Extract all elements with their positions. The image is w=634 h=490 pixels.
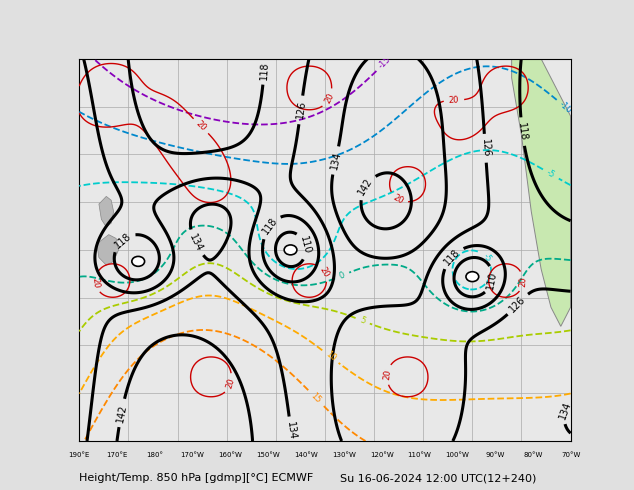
Text: 118: 118 bbox=[112, 230, 133, 250]
Text: -5: -5 bbox=[481, 252, 493, 264]
Text: 20: 20 bbox=[518, 276, 527, 287]
Text: 130°W: 130°W bbox=[332, 452, 356, 459]
Text: -15: -15 bbox=[377, 55, 392, 71]
Text: 118: 118 bbox=[261, 216, 280, 237]
Text: 134: 134 bbox=[329, 150, 342, 171]
Text: 120°W: 120°W bbox=[370, 452, 394, 459]
Circle shape bbox=[132, 256, 145, 267]
Text: 170°W: 170°W bbox=[181, 452, 205, 459]
Circle shape bbox=[466, 271, 479, 282]
Text: 118: 118 bbox=[259, 61, 269, 80]
Text: 20: 20 bbox=[323, 92, 335, 105]
Text: 70°W: 70°W bbox=[561, 452, 580, 459]
Text: 110: 110 bbox=[298, 235, 312, 256]
Text: 110: 110 bbox=[486, 270, 499, 290]
Text: 140°W: 140°W bbox=[294, 452, 318, 459]
Polygon shape bbox=[96, 235, 119, 265]
Text: 134: 134 bbox=[285, 421, 297, 441]
Text: 134: 134 bbox=[558, 400, 574, 420]
Text: 10: 10 bbox=[323, 350, 337, 364]
Text: 90°W: 90°W bbox=[485, 452, 505, 459]
Text: 190°E: 190°E bbox=[68, 452, 90, 459]
Text: 134: 134 bbox=[188, 232, 205, 253]
Text: 170°E: 170°E bbox=[107, 452, 127, 459]
Text: 126: 126 bbox=[508, 294, 528, 314]
Text: 142: 142 bbox=[115, 403, 128, 423]
Text: 150°W: 150°W bbox=[256, 452, 280, 459]
Text: 20: 20 bbox=[194, 119, 208, 133]
Text: 0: 0 bbox=[338, 270, 346, 281]
Text: 80°W: 80°W bbox=[523, 452, 543, 459]
Text: 118: 118 bbox=[516, 122, 528, 142]
Text: 20: 20 bbox=[91, 277, 101, 288]
Text: Height/Temp. 850 hPa [gdmp][°C] ECMWF: Height/Temp. 850 hPa [gdmp][°C] ECMWF bbox=[79, 473, 313, 484]
Text: 180°: 180° bbox=[146, 452, 164, 459]
Text: 142: 142 bbox=[356, 176, 375, 197]
Text: 126: 126 bbox=[295, 100, 307, 120]
Text: 160°W: 160°W bbox=[219, 452, 242, 459]
Text: 5: 5 bbox=[359, 316, 367, 326]
Circle shape bbox=[284, 245, 297, 255]
Text: 118: 118 bbox=[443, 247, 462, 267]
Text: 100°W: 100°W bbox=[445, 452, 469, 459]
Text: 20: 20 bbox=[382, 369, 392, 380]
Text: 15: 15 bbox=[309, 391, 322, 404]
Text: 110°W: 110°W bbox=[408, 452, 431, 459]
Text: 126: 126 bbox=[480, 139, 491, 158]
Text: -10: -10 bbox=[558, 100, 574, 115]
Text: 20: 20 bbox=[448, 96, 460, 105]
Text: 20: 20 bbox=[318, 265, 331, 279]
Text: -5: -5 bbox=[545, 168, 557, 180]
Text: 20: 20 bbox=[391, 193, 405, 206]
Text: Su 16-06-2024 12:00 UTC(12+240): Su 16-06-2024 12:00 UTC(12+240) bbox=[340, 473, 536, 484]
Polygon shape bbox=[99, 196, 113, 227]
Polygon shape bbox=[512, 59, 571, 326]
Text: 20: 20 bbox=[224, 377, 236, 390]
